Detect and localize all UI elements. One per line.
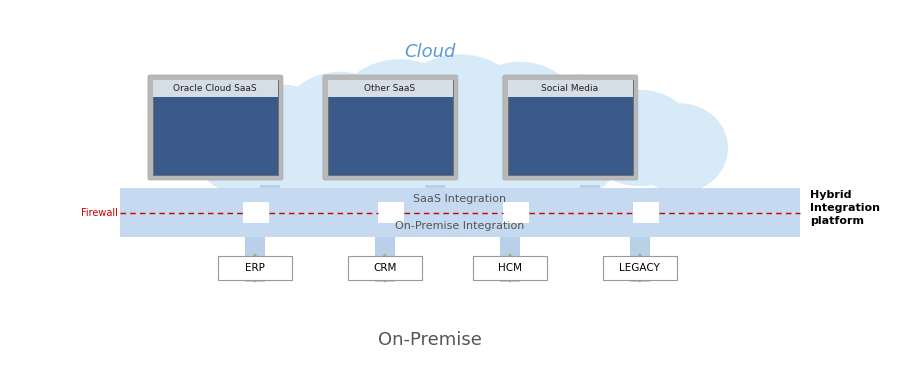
Text: Social Media: Social Media	[541, 84, 598, 93]
FancyBboxPatch shape	[328, 80, 453, 175]
Ellipse shape	[460, 62, 580, 168]
Text: SaaS Integration: SaaS Integration	[413, 194, 507, 204]
Ellipse shape	[230, 95, 630, 195]
FancyBboxPatch shape	[508, 80, 633, 97]
Text: Firewall: Firewall	[81, 208, 118, 218]
FancyBboxPatch shape	[120, 210, 800, 215]
Polygon shape	[631, 254, 649, 282]
Polygon shape	[376, 254, 394, 282]
Text: HCM: HCM	[498, 263, 522, 273]
Ellipse shape	[195, 108, 285, 192]
FancyBboxPatch shape	[630, 237, 650, 282]
Ellipse shape	[633, 104, 727, 192]
Ellipse shape	[335, 60, 465, 170]
Ellipse shape	[260, 110, 360, 200]
FancyBboxPatch shape	[260, 185, 280, 188]
Ellipse shape	[325, 111, 435, 205]
Ellipse shape	[520, 109, 620, 197]
FancyBboxPatch shape	[153, 80, 278, 97]
Text: Oracle Cloud SaaS: Oracle Cloud SaaS	[173, 84, 256, 93]
Polygon shape	[246, 254, 264, 282]
FancyBboxPatch shape	[508, 80, 633, 175]
FancyBboxPatch shape	[243, 202, 269, 223]
FancyBboxPatch shape	[328, 80, 453, 97]
Text: On-Premise Integration: On-Premise Integration	[395, 221, 525, 231]
Ellipse shape	[585, 91, 695, 185]
FancyBboxPatch shape	[425, 185, 445, 188]
Text: Cloud: Cloud	[404, 43, 455, 61]
FancyBboxPatch shape	[503, 202, 529, 223]
Text: Other SaaS: Other SaaS	[364, 84, 416, 93]
Ellipse shape	[220, 85, 340, 195]
Polygon shape	[501, 254, 519, 282]
Ellipse shape	[454, 113, 565, 203]
Text: ERP: ERP	[245, 263, 265, 273]
FancyBboxPatch shape	[503, 75, 638, 180]
Ellipse shape	[395, 55, 525, 165]
FancyBboxPatch shape	[580, 185, 599, 188]
FancyBboxPatch shape	[120, 188, 800, 210]
FancyBboxPatch shape	[348, 256, 422, 280]
Ellipse shape	[380, 112, 500, 207]
FancyBboxPatch shape	[375, 237, 395, 282]
Ellipse shape	[522, 75, 637, 175]
Ellipse shape	[280, 73, 400, 177]
FancyBboxPatch shape	[378, 202, 404, 223]
FancyBboxPatch shape	[323, 75, 458, 180]
Text: LEGACY: LEGACY	[619, 263, 661, 273]
FancyBboxPatch shape	[603, 256, 677, 280]
FancyBboxPatch shape	[120, 215, 800, 237]
FancyBboxPatch shape	[245, 237, 265, 282]
Text: Hybrid
Integration
platform: Hybrid Integration platform	[810, 190, 880, 226]
FancyBboxPatch shape	[500, 237, 520, 282]
FancyBboxPatch shape	[153, 80, 278, 175]
FancyBboxPatch shape	[218, 256, 292, 280]
Text: On-Premise: On-Premise	[378, 331, 482, 349]
FancyBboxPatch shape	[472, 256, 547, 280]
Text: CRM: CRM	[374, 263, 397, 273]
FancyBboxPatch shape	[148, 75, 283, 180]
FancyBboxPatch shape	[633, 202, 659, 223]
